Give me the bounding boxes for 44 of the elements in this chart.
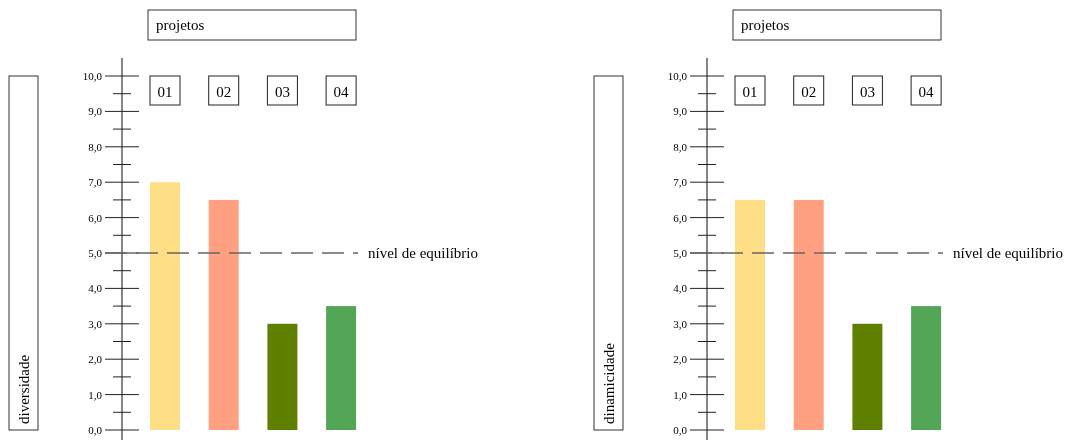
bar [852, 323, 883, 430]
bar [911, 306, 942, 430]
x-tick-label: 04 [918, 84, 935, 100]
bar [326, 306, 357, 430]
bar [793, 199, 824, 430]
y-tick-label: 2,0 [673, 353, 688, 366]
ref-line-label: nível de equilíbrio [368, 245, 478, 261]
y-tick-label: 6,0 [673, 211, 688, 224]
x-tick-label: 03 [274, 84, 290, 100]
y-axis-title: diversidade [16, 354, 32, 424]
x-tick-label: 01 [742, 84, 758, 100]
y-tick-label: 0,0 [88, 424, 103, 436]
y-tick-label: 9,0 [88, 105, 103, 118]
y-tick-label: 8,0 [673, 140, 688, 153]
y-tick-label: 0,0 [673, 424, 688, 436]
y-tick-label: 3,0 [673, 317, 688, 330]
y-tick-label: 5,0 [88, 247, 103, 259]
x-tick-label: 02 [801, 84, 817, 100]
bar [150, 182, 180, 430]
y-tick-label: 6,0 [88, 211, 103, 224]
y-tick-label: 9,0 [673, 105, 688, 118]
y-tick-label: 4,0 [673, 282, 688, 295]
bar [208, 199, 239, 430]
y-tick-label: 4,0 [88, 282, 103, 295]
x-tick-label: 01 [157, 84, 173, 100]
y-tick-label: 5,0 [673, 247, 688, 259]
y-tick-label: 7,0 [673, 176, 688, 189]
bar [735, 199, 765, 430]
x-tick-label: 02 [216, 84, 232, 100]
x-tick-label: 04 [333, 84, 350, 100]
y-tick-label: 10,0 [82, 70, 103, 82]
y-tick-label: 2,0 [88, 353, 103, 366]
y-tick-label: 3,0 [88, 317, 103, 330]
chart-title: projetos [156, 17, 205, 33]
x-tick-label: 03 [859, 84, 875, 100]
ref-line-label: nível de equilíbrio [953, 245, 1063, 261]
y-tick-label: 1,0 [88, 388, 103, 401]
y-axis-title: dinamicidade [601, 342, 617, 424]
y-tick-label: 8,0 [88, 140, 103, 153]
y-tick-label: 7,0 [88, 176, 103, 189]
chart-title: projetos [741, 17, 790, 33]
y-tick-label: 10,0 [667, 70, 688, 82]
bar [267, 323, 298, 430]
y-tick-label: 1,0 [673, 388, 688, 401]
